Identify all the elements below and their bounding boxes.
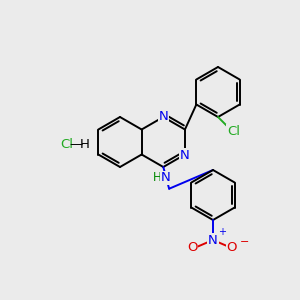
Text: N: N	[180, 149, 190, 162]
Text: −: −	[239, 236, 249, 247]
Text: O: O	[187, 241, 198, 254]
Text: N: N	[158, 110, 168, 124]
Text: H: H	[153, 171, 162, 184]
Text: Cl: Cl	[61, 139, 74, 152]
Text: Cl: Cl	[227, 125, 240, 138]
Text: +: +	[218, 227, 226, 237]
Text: —: —	[69, 139, 82, 152]
Text: N: N	[160, 171, 170, 184]
Text: N: N	[208, 233, 218, 247]
Text: O: O	[226, 241, 237, 254]
Text: H: H	[80, 139, 90, 152]
